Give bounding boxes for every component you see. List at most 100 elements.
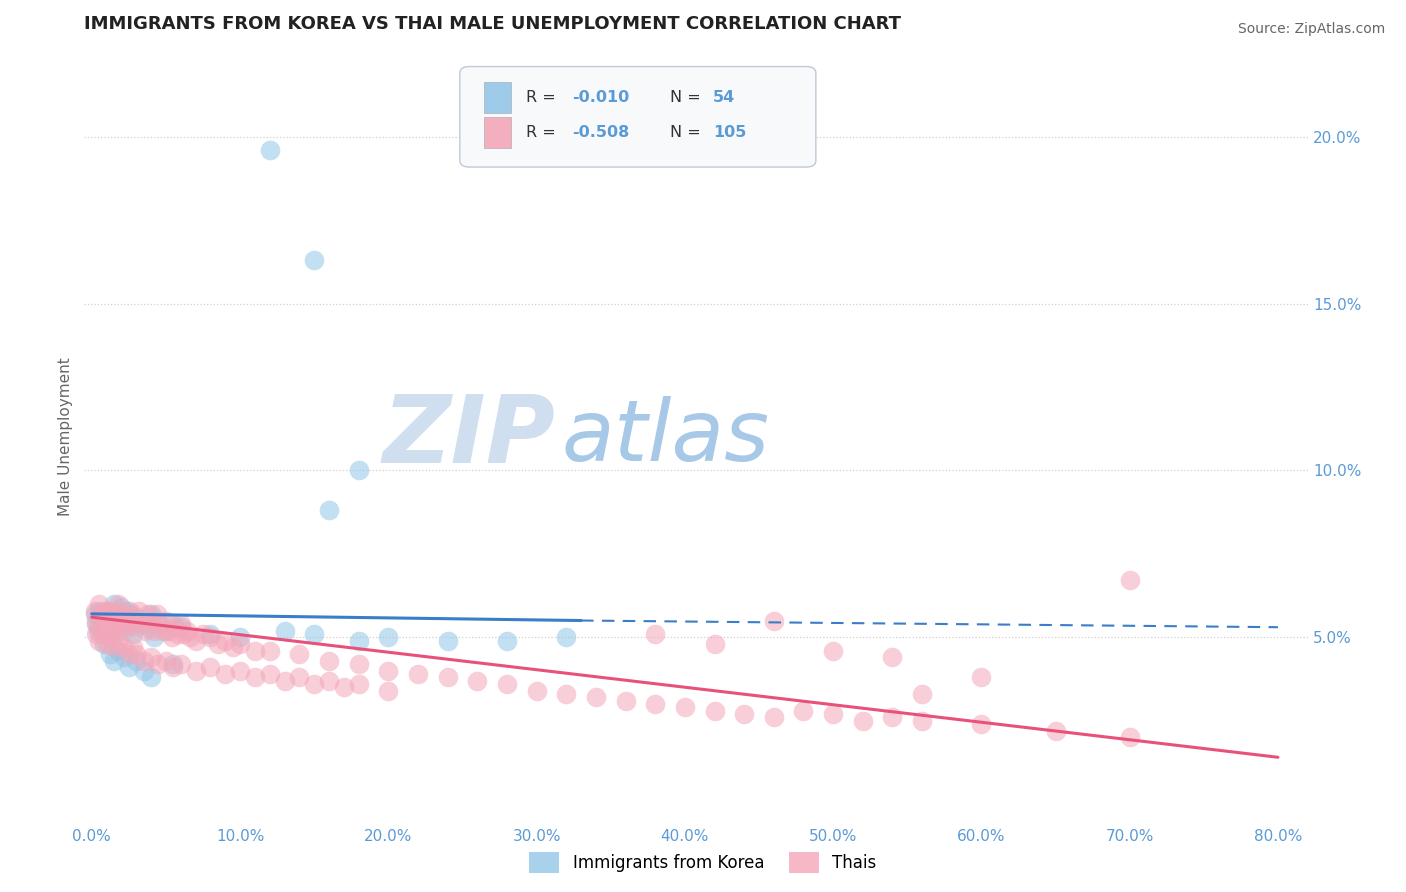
Point — [200, 627, 222, 641]
Text: -0.508: -0.508 — [572, 125, 630, 140]
Point — [644, 627, 666, 641]
Legend: Immigrants from Korea, Thais: Immigrants from Korea, Thais — [523, 846, 883, 880]
Point — [136, 607, 159, 621]
Point — [112, 616, 135, 631]
Point — [852, 714, 875, 728]
Point — [89, 597, 111, 611]
Point — [149, 616, 172, 631]
Point — [555, 687, 578, 701]
Point — [162, 657, 184, 671]
FancyBboxPatch shape — [460, 67, 815, 167]
Point — [131, 614, 153, 628]
Point — [762, 614, 785, 628]
Point — [436, 670, 458, 684]
Point — [214, 666, 236, 681]
Point — [103, 640, 125, 655]
Point — [91, 614, 114, 628]
Point — [184, 664, 207, 678]
Point — [333, 680, 356, 694]
Point — [98, 610, 121, 624]
Point — [644, 697, 666, 711]
Point — [112, 640, 135, 655]
Point — [496, 677, 519, 691]
Text: R =: R = — [526, 90, 555, 104]
Point — [94, 627, 117, 641]
Point — [107, 597, 129, 611]
Point — [89, 633, 111, 648]
Point — [160, 630, 183, 644]
Point — [377, 630, 399, 644]
Point — [152, 624, 174, 638]
Point — [139, 607, 162, 621]
Point — [214, 633, 236, 648]
Point — [1118, 731, 1140, 745]
Point — [98, 624, 121, 638]
Point — [91, 627, 114, 641]
Point — [110, 607, 132, 621]
Point — [179, 630, 201, 644]
Point — [100, 603, 122, 617]
Point — [347, 463, 370, 477]
Point — [125, 610, 148, 624]
Text: N =: N = — [671, 90, 702, 104]
Point — [229, 630, 252, 644]
Point — [111, 616, 134, 631]
Point — [105, 614, 128, 628]
Point — [107, 633, 129, 648]
Point — [100, 620, 122, 634]
Y-axis label: Male Unemployment: Male Unemployment — [58, 358, 73, 516]
Point — [105, 620, 128, 634]
Point — [347, 677, 370, 691]
Point — [96, 637, 118, 651]
Point — [200, 660, 222, 674]
Point — [118, 620, 141, 634]
Text: Source: ZipAtlas.com: Source: ZipAtlas.com — [1237, 22, 1385, 37]
Point — [614, 693, 637, 707]
Point — [703, 637, 725, 651]
Text: R =: R = — [526, 125, 555, 140]
Point — [184, 633, 207, 648]
Point — [229, 637, 252, 651]
Point — [207, 637, 229, 651]
Point — [155, 654, 177, 668]
Point — [288, 647, 311, 661]
Point — [132, 664, 155, 678]
Point — [347, 657, 370, 671]
Point — [273, 624, 295, 638]
Point — [882, 650, 904, 665]
Point — [128, 603, 150, 617]
Point — [98, 647, 121, 661]
Point — [103, 614, 125, 628]
Point — [347, 633, 370, 648]
Point — [93, 610, 115, 624]
Point — [83, 603, 105, 617]
Point — [762, 710, 785, 724]
Text: N =: N = — [671, 125, 702, 140]
Point — [93, 637, 115, 651]
Point — [110, 600, 132, 615]
Point — [103, 597, 125, 611]
Point — [125, 647, 148, 661]
Point — [200, 630, 222, 644]
Point — [970, 670, 993, 684]
Point — [111, 610, 134, 624]
Point — [128, 614, 150, 628]
Point — [259, 643, 281, 657]
Point — [139, 650, 162, 665]
FancyBboxPatch shape — [484, 117, 512, 148]
Point — [288, 670, 311, 684]
Point — [318, 654, 340, 668]
Point — [436, 633, 458, 648]
Point — [98, 630, 121, 644]
Point — [170, 620, 193, 634]
Point — [170, 616, 193, 631]
Point — [93, 624, 115, 638]
Text: atlas: atlas — [561, 395, 769, 479]
Point — [162, 660, 184, 674]
Point — [273, 673, 295, 688]
Point — [259, 666, 281, 681]
Point — [882, 710, 904, 724]
Point — [1045, 723, 1067, 738]
Point — [823, 706, 845, 721]
Point — [155, 624, 177, 638]
